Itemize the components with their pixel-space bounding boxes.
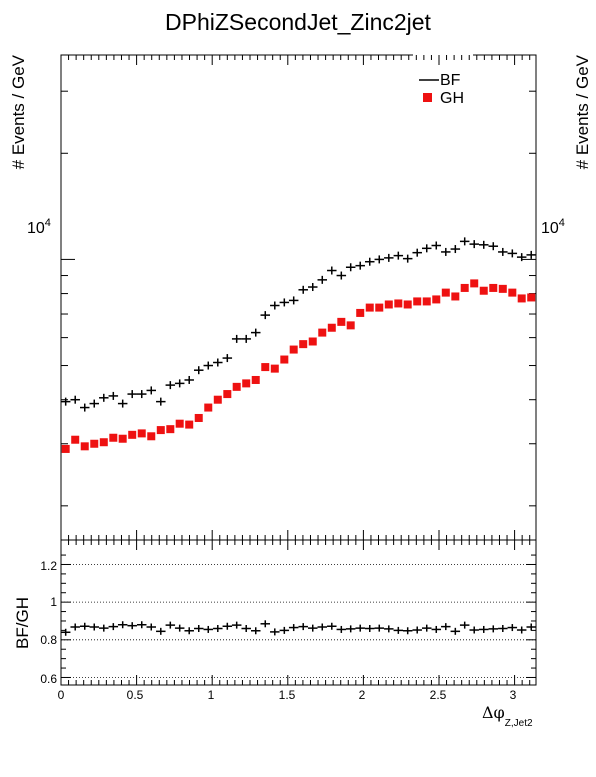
ratio-ytick-label: 0.8 bbox=[40, 633, 57, 647]
gh-point bbox=[308, 337, 317, 346]
gh-point bbox=[432, 295, 441, 304]
gh-point bbox=[460, 283, 469, 292]
gh-point bbox=[346, 321, 355, 330]
y-axis-title-left: # Events / GeV bbox=[9, 54, 28, 169]
gh-point bbox=[517, 294, 526, 303]
legend-gh-marker bbox=[423, 93, 432, 102]
gh-point bbox=[242, 379, 251, 388]
axis-ticks bbox=[60, 55, 536, 685]
gh-point bbox=[118, 434, 127, 443]
gh-point bbox=[109, 433, 118, 442]
gh-point bbox=[175, 419, 184, 428]
ratio-ytick-label: 1.2 bbox=[40, 559, 57, 573]
gh-point bbox=[413, 297, 422, 306]
gh-point bbox=[137, 429, 146, 438]
chart-title: DPhiZSecondJet_Zinc2jet bbox=[165, 9, 432, 35]
gh-point bbox=[261, 363, 270, 372]
gh-point bbox=[223, 390, 232, 399]
gh-point bbox=[99, 438, 108, 447]
gh-point bbox=[166, 425, 175, 434]
gh-point bbox=[289, 345, 298, 354]
gh-point bbox=[185, 420, 194, 429]
gh-point bbox=[403, 300, 412, 309]
gh-point bbox=[194, 413, 203, 422]
ytick-label-1e4-right: 104 bbox=[541, 217, 565, 237]
upper-pad-frame bbox=[60, 54, 537, 541]
gh-point bbox=[71, 435, 80, 444]
xtick-label: 2 bbox=[359, 688, 366, 702]
gh-point bbox=[394, 299, 403, 308]
gh-point bbox=[451, 292, 460, 301]
legend-bf-label: BF bbox=[440, 72, 461, 89]
legend-gh-label: GH bbox=[440, 90, 464, 107]
gh-point bbox=[90, 439, 99, 448]
x-axis-title: ΔφZ,Jet2 bbox=[482, 703, 533, 729]
gh-point bbox=[147, 432, 156, 441]
ratio-y-axis-title: BF/GH bbox=[13, 597, 32, 649]
gh-point bbox=[470, 279, 479, 288]
ratio-grid bbox=[61, 564, 536, 678]
xtick-label: 2.5 bbox=[430, 688, 447, 702]
gh-point bbox=[327, 323, 336, 332]
gh-point bbox=[489, 283, 498, 292]
xtick-label: 0 bbox=[58, 688, 65, 702]
gh-point bbox=[441, 288, 450, 297]
ratio-ytick-label: 1 bbox=[50, 595, 57, 609]
gh-point bbox=[232, 382, 241, 391]
ratio-ytick-label: 0.6 bbox=[40, 672, 57, 686]
gh-point bbox=[422, 297, 431, 306]
gh-point bbox=[280, 355, 289, 364]
gh-point bbox=[251, 375, 260, 384]
gh-point bbox=[61, 444, 70, 453]
gh-point bbox=[527, 293, 536, 302]
ytick-label-1e4-left: 104 bbox=[27, 217, 51, 237]
gh-point bbox=[318, 328, 327, 337]
gh-point bbox=[384, 300, 393, 309]
y-axis-title-right: # Events / GeV bbox=[573, 54, 592, 169]
gh-point bbox=[156, 426, 165, 435]
gh-point bbox=[337, 317, 346, 326]
gh-point bbox=[213, 395, 222, 404]
gh-point bbox=[375, 303, 384, 312]
lower-pad-frame bbox=[60, 539, 537, 686]
gh-point bbox=[299, 340, 308, 349]
gh-point bbox=[204, 403, 213, 412]
gh-point bbox=[508, 288, 517, 297]
xtick-label: 1.5 bbox=[279, 688, 296, 702]
xtick-label: 3 bbox=[510, 688, 517, 702]
gh-point bbox=[270, 364, 279, 373]
gh-point bbox=[479, 286, 488, 295]
gh-point bbox=[356, 308, 365, 317]
xtick-label: 0.5 bbox=[127, 688, 144, 702]
gh-point bbox=[128, 430, 137, 439]
gh-point bbox=[80, 442, 89, 451]
xtick-label: 1 bbox=[208, 688, 215, 702]
gh-point bbox=[365, 303, 374, 312]
data-marks bbox=[60, 237, 536, 636]
gh-point bbox=[498, 284, 507, 293]
